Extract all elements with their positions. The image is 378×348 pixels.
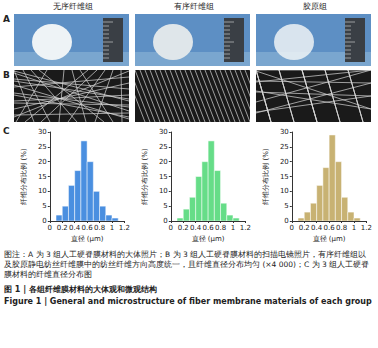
svg-text:0.4: 0.4 — [69, 224, 81, 232]
svg-text:25: 25 — [159, 143, 168, 151]
svg-text:0.2: 0.2 — [57, 224, 68, 232]
svg-text:20: 20 — [38, 158, 47, 166]
svg-text:1.2: 1.2 — [240, 224, 251, 232]
svg-text:0: 0 — [48, 224, 52, 232]
svg-text:0: 0 — [290, 224, 294, 232]
svg-text:0.6: 0.6 — [324, 224, 336, 232]
svg-text:0.2: 0.2 — [178, 224, 189, 232]
svg-text:1: 1 — [231, 224, 235, 232]
svg-text:直径 (μm): 直径 (μm) — [313, 235, 346, 243]
svg-text:0.4: 0.4 — [311, 224, 323, 232]
html-text:Figure 1 | General and microst: Figure 1 | General and microstructure of… — [4, 297, 372, 306]
svg-text:直径 (μm): 直径 (μm) — [192, 235, 225, 243]
svg-text:直径 (μm): 直径 (μm) — [71, 235, 104, 243]
svg-text:5: 5 — [42, 202, 46, 210]
svg-text:30: 30 — [38, 128, 47, 136]
html-text:胶原组: 胶原组 — [302, 2, 327, 11]
svg-text:纤维分布比例 (%): 纤维分布比例 (%) — [141, 148, 149, 205]
svg-text:10: 10 — [38, 187, 47, 195]
svg-text:0.8: 0.8 — [94, 224, 105, 232]
svg-text:20: 20 — [159, 158, 168, 166]
svg-text:20: 20 — [280, 158, 289, 166]
svg-text:15: 15 — [159, 173, 168, 181]
html-text:A: A — [3, 14, 10, 24]
svg-text:0: 0 — [163, 217, 167, 225]
html-text:图 1 | 各组纤维膜材料的大体观和微观结构: 图 1 | 各组纤维膜材料的大体观和微观结构 — [4, 285, 157, 294]
svg-text:5: 5 — [163, 202, 167, 210]
svg-text:5: 5 — [284, 202, 288, 210]
svg-text:0: 0 — [42, 217, 46, 225]
svg-text:0.4: 0.4 — [190, 224, 202, 232]
svg-text:0.6: 0.6 — [203, 224, 215, 232]
svg-text:30: 30 — [159, 128, 168, 136]
html-text:C: C — [3, 126, 10, 136]
svg-text:纤维分布比例 (%): 纤维分布比例 (%) — [262, 148, 270, 205]
svg-text:0.8: 0.8 — [336, 224, 347, 232]
svg-text:0.2: 0.2 — [299, 224, 310, 232]
svg-text:1.2: 1.2 — [119, 224, 130, 232]
svg-text:10: 10 — [159, 187, 168, 195]
html-text:图注：A 为 3 组人工硬脊膜材料的大体照片；B 为 3 组: 图注：A 为 3 组人工硬脊膜材料的大体照片；B 为 3 组人工硬脊膜材料的扫描… — [4, 250, 370, 279]
svg-text:10: 10 — [280, 187, 289, 195]
svg-text:1.2: 1.2 — [361, 224, 372, 232]
svg-text:0: 0 — [169, 224, 173, 232]
svg-text:0.6: 0.6 — [82, 224, 94, 232]
svg-text:30: 30 — [280, 128, 289, 136]
svg-text:纤维分布比例 (%): 纤维分布比例 (%) — [20, 148, 28, 205]
svg-text:1: 1 — [352, 224, 356, 232]
svg-text:0.8: 0.8 — [215, 224, 226, 232]
html-text:无序纤维组: 无序纤维组 — [52, 2, 93, 11]
svg-text:25: 25 — [38, 143, 47, 151]
html-text:有序纤维组: 有序纤维组 — [173, 2, 214, 11]
svg-text:0: 0 — [284, 217, 288, 225]
svg-text:15: 15 — [38, 173, 47, 181]
svg-text:15: 15 — [280, 173, 289, 181]
svg-text:1: 1 — [110, 224, 114, 232]
svg-text:25: 25 — [280, 143, 289, 151]
html-text:B: B — [3, 70, 10, 80]
